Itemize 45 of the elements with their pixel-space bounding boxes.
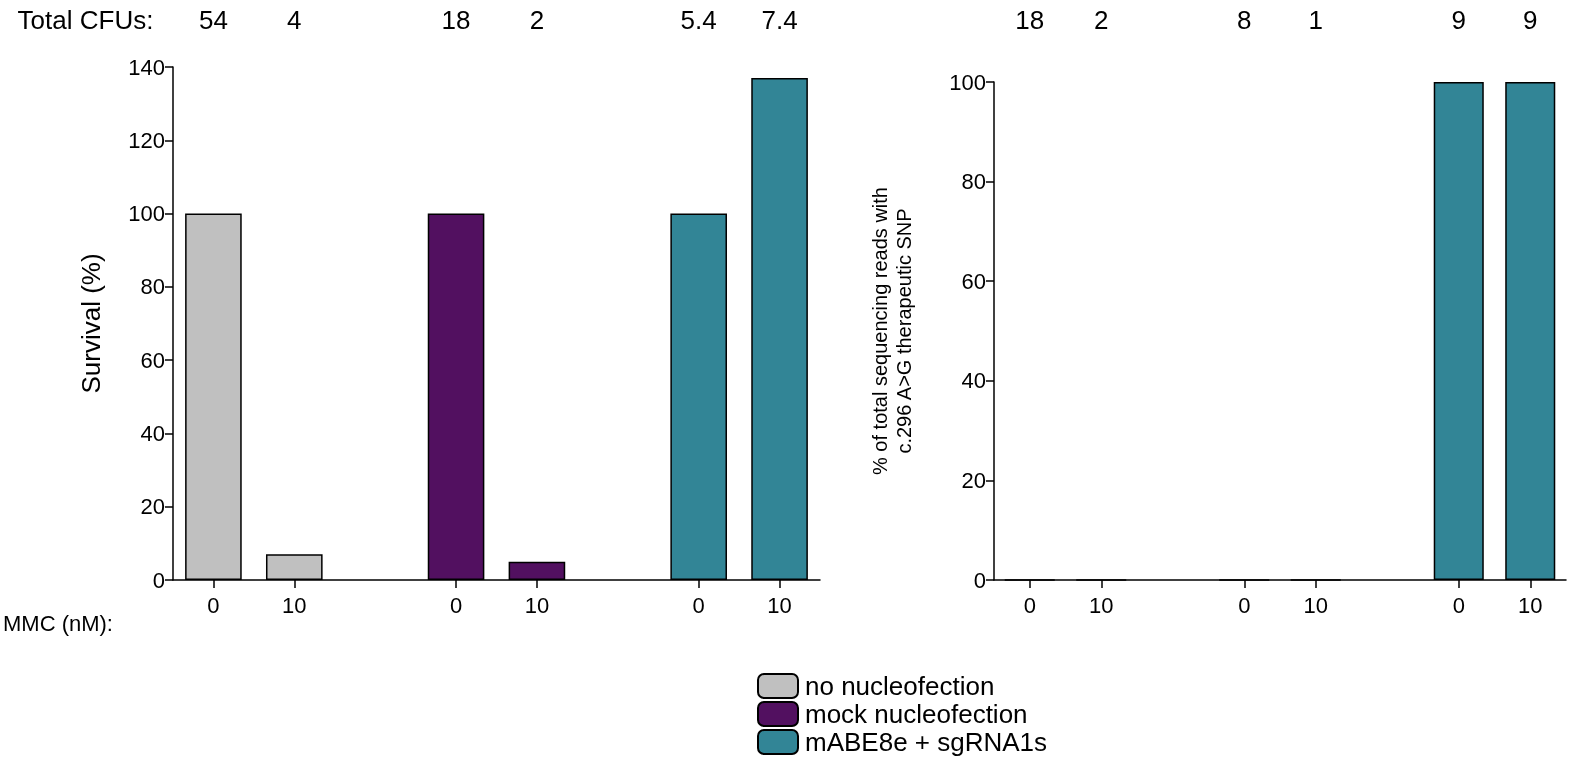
y-tick-label: 20 xyxy=(961,467,986,493)
x-tick-label: 10 xyxy=(1518,592,1543,618)
y-tick-label: 100 xyxy=(949,69,986,95)
text: 4 xyxy=(287,5,302,35)
text: 9 xyxy=(1523,5,1538,35)
x-tick-label: 10 xyxy=(282,592,307,618)
text: 7.4 xyxy=(761,5,798,35)
y-tick-label: 60 xyxy=(140,347,165,373)
x-tick-label: 10 xyxy=(767,592,792,618)
text: 9 xyxy=(1451,5,1466,35)
y-axis-title: Survival (%) xyxy=(75,253,106,394)
x-tick-label: 10 xyxy=(1089,592,1114,618)
y-tick-label: 100 xyxy=(128,201,165,227)
y-tick-label: 0 xyxy=(973,567,986,593)
legend-label: no nucleofection xyxy=(805,671,995,701)
x-tick-label: 10 xyxy=(524,592,550,618)
x-tick-label: 0 xyxy=(692,592,705,618)
y-tick-label: 80 xyxy=(140,274,165,300)
x-tick-label: 0 xyxy=(1238,592,1251,618)
y-tick-label: 40 xyxy=(961,368,986,394)
text: 8 xyxy=(1237,5,1252,35)
y-tick-label: 80 xyxy=(961,169,986,195)
legend-label: mock nucleofection xyxy=(805,699,1028,729)
text: 5.4 xyxy=(680,5,717,35)
text: 2 xyxy=(529,5,545,35)
x-tick-label: 0 xyxy=(449,592,463,618)
text: 2 xyxy=(1094,5,1109,35)
text: 18 xyxy=(1015,5,1045,35)
x-tick-label: 0 xyxy=(1023,592,1036,618)
x-tick-label: 0 xyxy=(207,592,220,618)
y-axis-title: % of total sequencing reads with c.296 A>G therapeutic SNP xyxy=(869,187,915,475)
text: 18 xyxy=(441,5,471,35)
y-tick-label: 40 xyxy=(140,420,165,446)
text: 1 xyxy=(1308,5,1323,35)
y-tick-label: 20 xyxy=(140,494,165,520)
y-tick-label: 140 xyxy=(128,54,165,80)
x-tick-label: 10 xyxy=(1303,592,1328,618)
y-tick-label: 120 xyxy=(128,127,165,153)
text: Total CFUs: xyxy=(17,5,154,35)
y-tick-label: 60 xyxy=(961,268,986,294)
x-tick-label: 0 xyxy=(1452,592,1465,618)
x-axis-title: MMC (nM): xyxy=(2,610,113,636)
text: 54 xyxy=(198,5,228,35)
y-tick-label: 0 xyxy=(152,567,165,593)
legend-label: mABE8e + sgRNA1s xyxy=(805,727,1048,757)
